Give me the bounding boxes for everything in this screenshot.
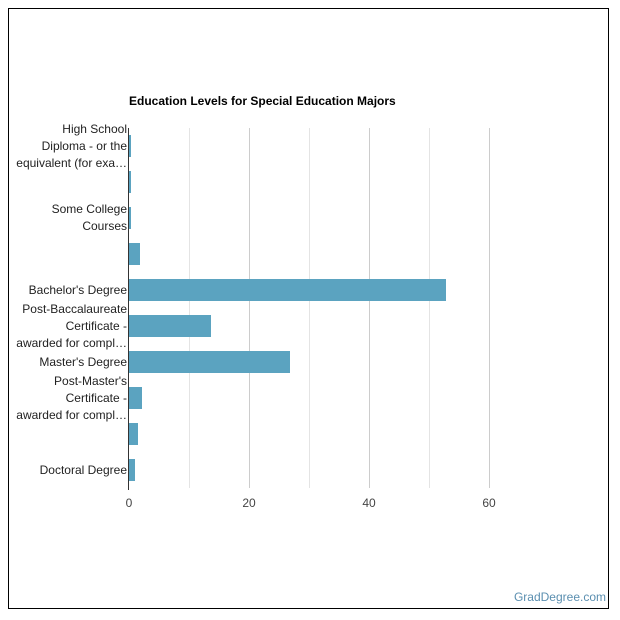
y-axis-line xyxy=(128,128,129,490)
bar[interactable] xyxy=(129,315,212,337)
plot-area xyxy=(129,128,490,488)
gridline xyxy=(309,128,310,488)
watermark[interactable]: GradDegree.com xyxy=(513,590,606,604)
bar[interactable] xyxy=(129,459,135,481)
y-axis-label: High School Diploma - or the equivalent (f… xyxy=(16,121,127,170)
x-tick-label: 20 xyxy=(242,496,256,510)
bar[interactable] xyxy=(129,207,132,229)
x-tick-label: 60 xyxy=(482,496,496,510)
y-axis-label: Some College Courses xyxy=(51,202,127,233)
gridline xyxy=(189,128,190,488)
chart-title: Education Levels for Special Education M… xyxy=(129,94,396,108)
bar[interactable] xyxy=(129,243,140,265)
bar[interactable] xyxy=(129,135,131,157)
gridline xyxy=(369,128,370,488)
x-tick-label: 0 xyxy=(125,496,133,510)
chart-frame xyxy=(8,8,609,609)
bar[interactable] xyxy=(129,171,131,193)
y-axis-label: Master's Degree xyxy=(39,354,127,369)
bar[interactable] xyxy=(129,423,138,445)
y-axis-label: Post-Baccalaureate Certificate - awarded f… xyxy=(16,301,127,350)
bar[interactable] xyxy=(129,279,446,301)
gridline xyxy=(249,128,250,488)
gridline xyxy=(429,128,430,488)
y-axis-label: Bachelor's Degree xyxy=(28,282,127,297)
bar[interactable] xyxy=(129,387,143,409)
bar[interactable] xyxy=(129,351,290,373)
y-axis-label: Doctoral Degree xyxy=(39,462,127,477)
x-tick-label: 40 xyxy=(362,496,376,510)
y-axis-label: Post-Master's Certificate - awarded for co… xyxy=(16,373,127,422)
gridline xyxy=(489,128,490,488)
